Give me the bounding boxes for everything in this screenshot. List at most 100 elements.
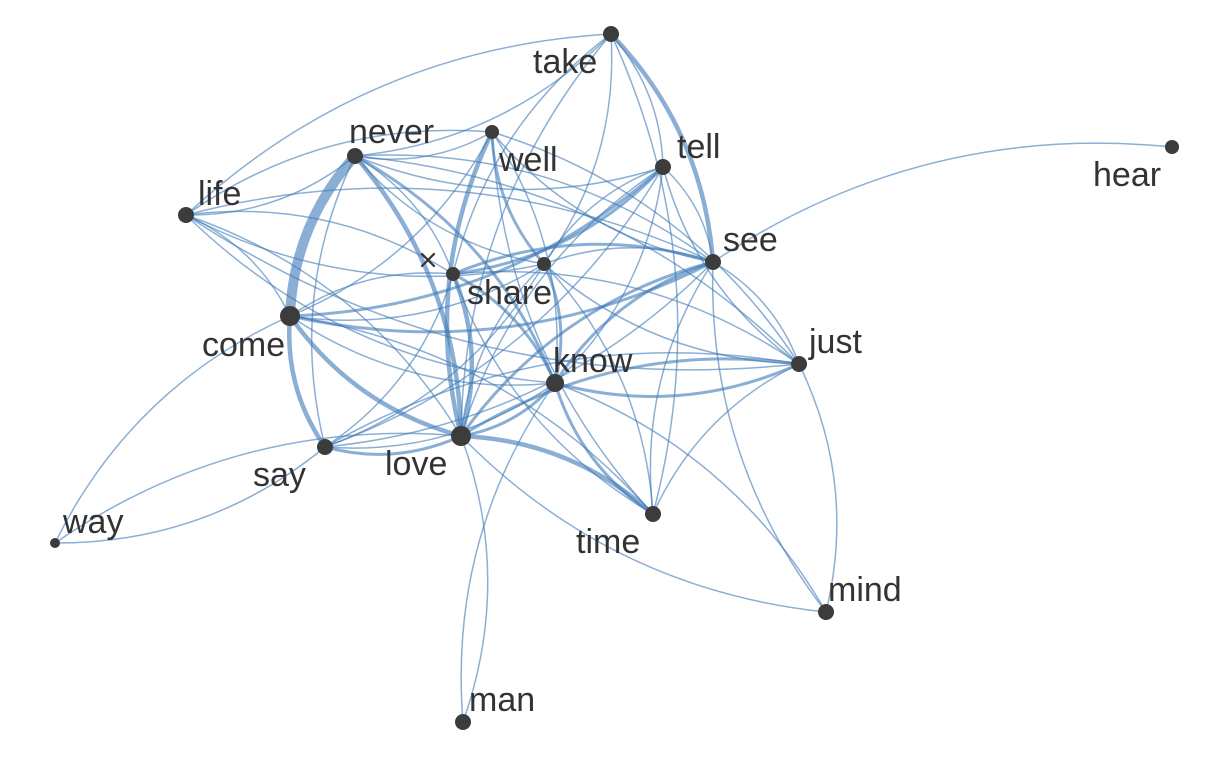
node-just [791,356,807,372]
edge-never-know [353,154,557,385]
edge-see-share [543,247,714,265]
node-label-share: share [467,274,552,312]
node-label-tell: tell [677,128,720,166]
node-come [280,306,300,326]
node-never [347,148,363,164]
edge-love-time [458,433,656,517]
edge-just-time [652,363,800,515]
edge-come-say [287,313,328,450]
node-life [178,207,194,223]
node-label-know: know [553,342,633,380]
node-see [705,254,721,270]
edge-take-never [354,33,612,157]
edge-never-share [354,155,545,265]
edge-never-come [285,151,360,321]
node-mind [818,604,834,620]
edge-love-way [54,432,462,544]
edge-never-say [310,155,356,448]
node-label-see: see [723,221,778,259]
edge-just-say [324,352,800,448]
edge-come-love [287,313,464,439]
node-know [546,374,564,392]
edge-share-say [324,263,545,448]
node-label-x [420,252,436,268]
edge-see-mind [711,261,827,613]
edge-tell-see [662,166,714,263]
edge-know-man [460,382,556,723]
edge-know-just [553,362,801,398]
edge-say-love [323,434,463,456]
node-label-say: say [253,456,306,494]
node-tell [655,159,671,175]
edge-see-just [712,261,800,365]
edge-tell-share [543,166,664,265]
edge-take-love [460,33,612,437]
node-share [537,257,551,271]
node-say [317,439,333,455]
label-layer: take never well tell hear life see share come jus… [62,43,1161,719]
edge-layer [54,31,1173,723]
edge-take-x [452,33,612,275]
node-love [451,426,471,446]
node-label-love: love [385,445,447,483]
edge-x-tell [451,165,665,276]
edge-hear-see [712,142,1173,263]
node-way [50,538,60,548]
node-label-hear: hear [1093,156,1161,194]
edge-life-see [185,187,714,263]
node-x [446,267,460,281]
node-label-take: take [533,43,597,81]
edge-well-love [444,129,495,439]
edge-well-know [491,131,558,384]
edge-share-time [543,263,654,515]
node-time [645,506,661,522]
node-label-mind: mind [828,571,902,609]
edge-come-time [289,315,654,515]
edge-life-x [185,210,454,275]
edge-tell-love [460,166,664,437]
node-label-just: just [808,323,862,361]
edge-tell-know [554,166,664,384]
edge-love-see [459,260,715,438]
edge-know-mind [554,382,827,613]
edge-x-time [452,273,654,515]
edge-well-come [289,131,493,317]
edge-never-x [354,155,454,275]
node-well [485,125,499,139]
edge-x-just [452,270,800,365]
node-label-life: life [198,175,241,213]
edge-well-just [491,131,800,365]
edge-share-love [460,263,545,437]
edge-never-tell [354,155,664,191]
node-label-come: come [202,326,285,364]
node-man [455,714,471,730]
edge-never-life [185,155,356,216]
edge-well-life [185,129,493,216]
edge-take-time [610,33,679,515]
edge-just-mind [798,363,838,613]
node-layer [50,26,1179,730]
edge-see-say [324,261,714,448]
edge-never-see [354,154,714,263]
node-label-well: well [498,141,558,179]
node-take [603,26,619,42]
edge-come-tell [288,165,665,318]
edge-take-life [185,33,612,216]
edge-say-x [324,273,454,448]
edge-take-tell [610,33,664,168]
edge-say-way [54,446,326,544]
node-label-man: man [469,681,535,719]
edge-take-see [608,31,716,265]
edge-share-just [543,263,800,365]
edge-come-know [289,315,556,386]
node-label-way: way [62,503,123,541]
edge-well-time [491,131,654,515]
edge-come-way [54,315,291,544]
edge-come-x [289,272,454,317]
edge-love-mind [460,435,827,613]
node-hear [1165,140,1179,154]
edge-know-time [553,381,655,516]
edge-love-man [460,435,489,723]
edge-life-just [185,214,800,371]
